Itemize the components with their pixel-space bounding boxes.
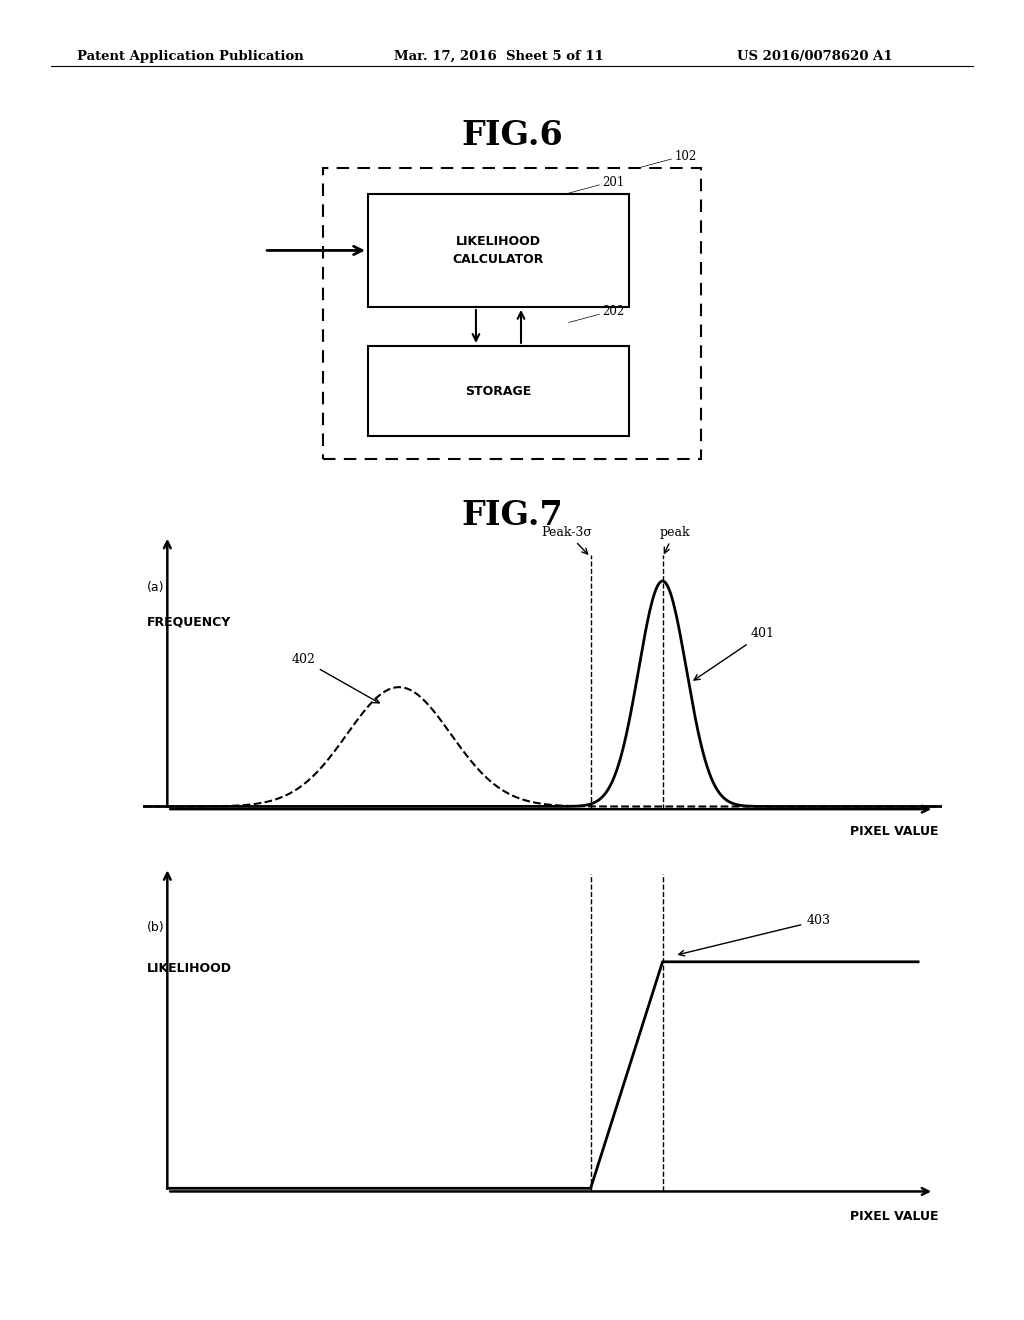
Text: 201: 201 [602,176,625,189]
Text: FREQUENCY: FREQUENCY [147,615,231,628]
Text: 102: 102 [674,150,696,164]
Text: FIG.6: FIG.6 [461,119,563,152]
Text: PIXEL VALUE: PIXEL VALUE [850,825,938,838]
Text: PIXEL VALUE: PIXEL VALUE [850,1210,938,1224]
Text: 202: 202 [602,305,625,318]
Text: Peak-3σ: Peak-3σ [542,525,592,554]
Bar [323,168,701,459]
Text: LIKELIHOOD
CALCULATOR: LIKELIHOOD CALCULATOR [453,235,544,265]
Text: (b): (b) [147,921,165,935]
Text: peak: peak [659,525,690,553]
Text: 401: 401 [694,627,774,680]
Text: (a): (a) [147,581,165,594]
Text: LIKELIHOOD: LIKELIHOOD [147,962,232,974]
Bar [368,346,629,437]
Text: US 2016/0078620 A1: US 2016/0078620 A1 [737,50,893,63]
Text: STORAGE: STORAGE [465,384,531,397]
Bar [368,194,629,308]
Text: FIG.7: FIG.7 [461,499,563,532]
Text: Mar. 17, 2016  Sheet 5 of 11: Mar. 17, 2016 Sheet 5 of 11 [394,50,604,63]
Text: 402: 402 [291,653,379,704]
Text: Patent Application Publication: Patent Application Publication [77,50,303,63]
Text: 403: 403 [679,913,830,956]
